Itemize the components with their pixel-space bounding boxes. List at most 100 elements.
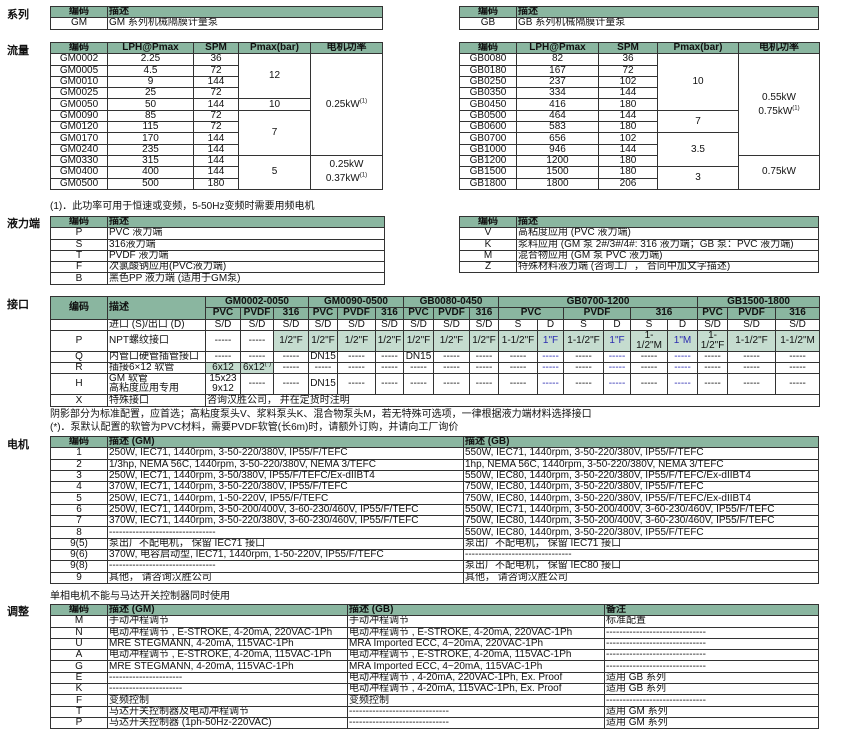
- connection-cell: -----: [667, 373, 699, 396]
- table-row: GM0050 50 144 10: [50, 98, 383, 111]
- connection-row: X 特殊接口 咨询汉胜公司， 并在定货时注明: [50, 394, 821, 407]
- connection-value: -----: [704, 351, 721, 363]
- table-row: GB1200 1200 180 0.75kW: [459, 154, 820, 190]
- gm-description-cell: 370W, IEC71, 1440rpm, 3-50-220/380V, 3-6…: [107, 515, 464, 528]
- lph-cell: 500: [107, 177, 194, 190]
- spm-cell: 144: [193, 132, 239, 145]
- column-header: 电机功率: [738, 41, 820, 55]
- code-cell: M: [459, 249, 517, 263]
- port-label: D: [667, 318, 699, 331]
- connection-value: -----: [509, 351, 527, 363]
- section-label-connection: 接口: [7, 299, 29, 311]
- connection-cell: -----: [403, 362, 434, 375]
- connection-cell: -----: [563, 373, 605, 396]
- flow-table-gm: 编码 LPH@Pmax SPM Pmax(bar) 电机功率 GM0002 2.25 36 12…: [50, 41, 383, 190]
- table-row: GB1800 1800 206: [459, 177, 820, 190]
- connection-cell: DN15: [308, 373, 338, 396]
- model-cell: GB0250: [459, 75, 517, 89]
- connection-value: -----: [509, 378, 527, 390]
- connection-cell: -----: [337, 362, 376, 375]
- remark-description-cell: 适用 GB 系列: [604, 671, 819, 685]
- code-cell: 8: [50, 526, 108, 539]
- material-header: PVC: [308, 307, 338, 320]
- model-cell: GB0600: [459, 121, 517, 134]
- gm-description-cell: 250W, IEC71, 1440rpm, 3-50-200/400V, 3-6…: [107, 503, 464, 517]
- table-row: GM GM 系列机械隔膜计量泵: [50, 17, 383, 30]
- footnote-marker: (1): [792, 105, 800, 112]
- column-header: 描述: [516, 5, 819, 19]
- merged-cell: 咨询汉胜公司， 并在定货时注明: [204, 394, 821, 407]
- code-cell: A: [50, 649, 108, 662]
- remark-description-cell: 适用 GB 系列: [604, 683, 819, 696]
- gb-description-cell: 电动冲程调节 , 4-20mA, 115VAC-1Ph, Ex. Proof: [347, 683, 605, 696]
- table-row: 8 -------------------------------- 550W, I…: [50, 526, 819, 539]
- column-header: 编码: [50, 435, 108, 449]
- flow-footnote: (1)．此功率可用于恒速或变频，5-50Hz变频时需要用频电机: [50, 201, 315, 212]
- spm-cell: 72: [193, 121, 239, 134]
- connection-value: -----: [475, 378, 493, 390]
- model-cell: GM0002: [50, 53, 108, 66]
- code-cell: 9(6): [50, 548, 108, 562]
- column-header: 编码: [50, 215, 108, 229]
- connection-cell: -----: [205, 329, 241, 352]
- table-row: GM0330 315 144 5 0.25kW 0.37kW(1): [50, 154, 383, 190]
- connection-row: P NPT螺纹接口 ----- ----- 1/2"F 1/2"F 1/2"F 1/2"F 1/…: [50, 329, 821, 352]
- pmax-cell: 7: [238, 109, 311, 156]
- description-cell: 浆料应用 (GM 泵 2#/3#/4#: 316 液力端；GB 泵：PVC 液力…: [516, 238, 819, 251]
- gm-description-cell: --------------------------------: [107, 560, 464, 573]
- code-cell: Q: [50, 350, 108, 364]
- code-cell: 5: [50, 492, 108, 505]
- description-cell: 黑色PP 液力端 (适用于GM泵): [107, 272, 385, 285]
- connection-cell: -----: [603, 373, 632, 396]
- connection-cell: 1/2"F: [273, 329, 309, 352]
- table-row: 3 250W, IEC71, 1440rpm, 3-50/380V, IP55/F…: [50, 469, 819, 483]
- connection-cell: 6x12: [205, 362, 241, 375]
- table-row: 9 其他， 请咨询汉胜公司 其他， 请咨询汉胜公司: [50, 571, 819, 584]
- column-header: SPM: [598, 41, 658, 55]
- connection-cell: -----: [240, 373, 274, 396]
- lph-cell: 400: [107, 166, 194, 179]
- model-cell: GM0240: [50, 143, 108, 156]
- material-header: PVDF: [563, 307, 632, 320]
- spm-cell: 180: [193, 177, 239, 190]
- connection-value: -----: [542, 378, 559, 390]
- connection-note-1: 阴影部分为标准配置，应首选；高粘度泵头V、浆料泵头K、混合物泵头M，若无特殊可选…: [50, 409, 592, 420]
- model-cell: GB0500: [459, 109, 517, 123]
- gb-description-cell: 电动冲程调节 , E-STROKE, 4-20mA, 115VAC-1Ph: [347, 649, 605, 662]
- model-cell: GM0400: [50, 166, 108, 179]
- connection-cell: 15x23 9x12: [205, 373, 241, 396]
- connection-cell: 6x12(*): [240, 362, 274, 375]
- table-row: M 手动冲程调节 手动冲程调节 标准配置: [50, 615, 819, 628]
- motor-power-line: 0.37kW(1): [312, 172, 381, 186]
- table-row: V 高粘度应用 (PVC 液力端): [459, 227, 819, 240]
- port-label: D: [603, 318, 632, 331]
- table-row: GB0350 334 144: [459, 87, 820, 100]
- column-header: LPH@Pmax: [107, 41, 194, 55]
- table-row: GM0025 25 72: [50, 87, 383, 100]
- column-header: Pmax(bar): [657, 41, 739, 55]
- connection-value: 6x12: [242, 362, 265, 374]
- spm-cell: 144: [193, 166, 239, 179]
- gm-description-cell: --------------------------------: [107, 526, 464, 539]
- table-row: 9(6) 370W, 电容启动型, IEC71, 1440rpm, 1-50-22…: [50, 548, 819, 562]
- connection-value: DN15: [310, 351, 336, 363]
- gm-description-cell: ----------------------: [107, 671, 348, 685]
- gm-description-cell: 电动冲程调节 , E-STROKE, 4-20mA, 115VAC-1Ph: [107, 649, 348, 662]
- connection-cell: -----: [667, 350, 699, 364]
- spm-cell: 102: [598, 75, 658, 89]
- table-row: K 浆料应用 (GM 泵 2#/3#/4#: 316 液力端；GB 泵：PVC 液…: [459, 238, 819, 251]
- table-header-row: 编码 LPH@Pmax SPM Pmax(bar) 电机功率: [50, 41, 383, 55]
- motor-power-line: 0.25kW: [312, 158, 381, 172]
- connection-value: -----: [509, 362, 527, 374]
- column-header: 描述 (GB): [463, 435, 819, 449]
- liquid-end-table-right: 编码 描述 V 高粘度应用 (PVC 液力端) K 浆料应用 (GM 泵 2#/3#/4#…: [459, 215, 819, 274]
- gb-description-cell: MRA Imported ECC, 4~20mA, 220VAC-1Ph: [347, 637, 605, 651]
- code-cell: V: [459, 227, 517, 240]
- connection-cell: -----: [603, 350, 632, 364]
- connection-cell: -----: [375, 350, 404, 364]
- remark-description-cell: 适用 GM 系列: [604, 705, 819, 718]
- port-label: D: [537, 318, 565, 331]
- connection-cell: -----: [403, 373, 434, 396]
- gb-description-cell: MRA Imported ECC, 4~20mA, 115VAC-1Ph: [347, 660, 605, 673]
- gb-description-cell: 泵出厂不配电机， 保留 IEC80 接口: [463, 560, 819, 573]
